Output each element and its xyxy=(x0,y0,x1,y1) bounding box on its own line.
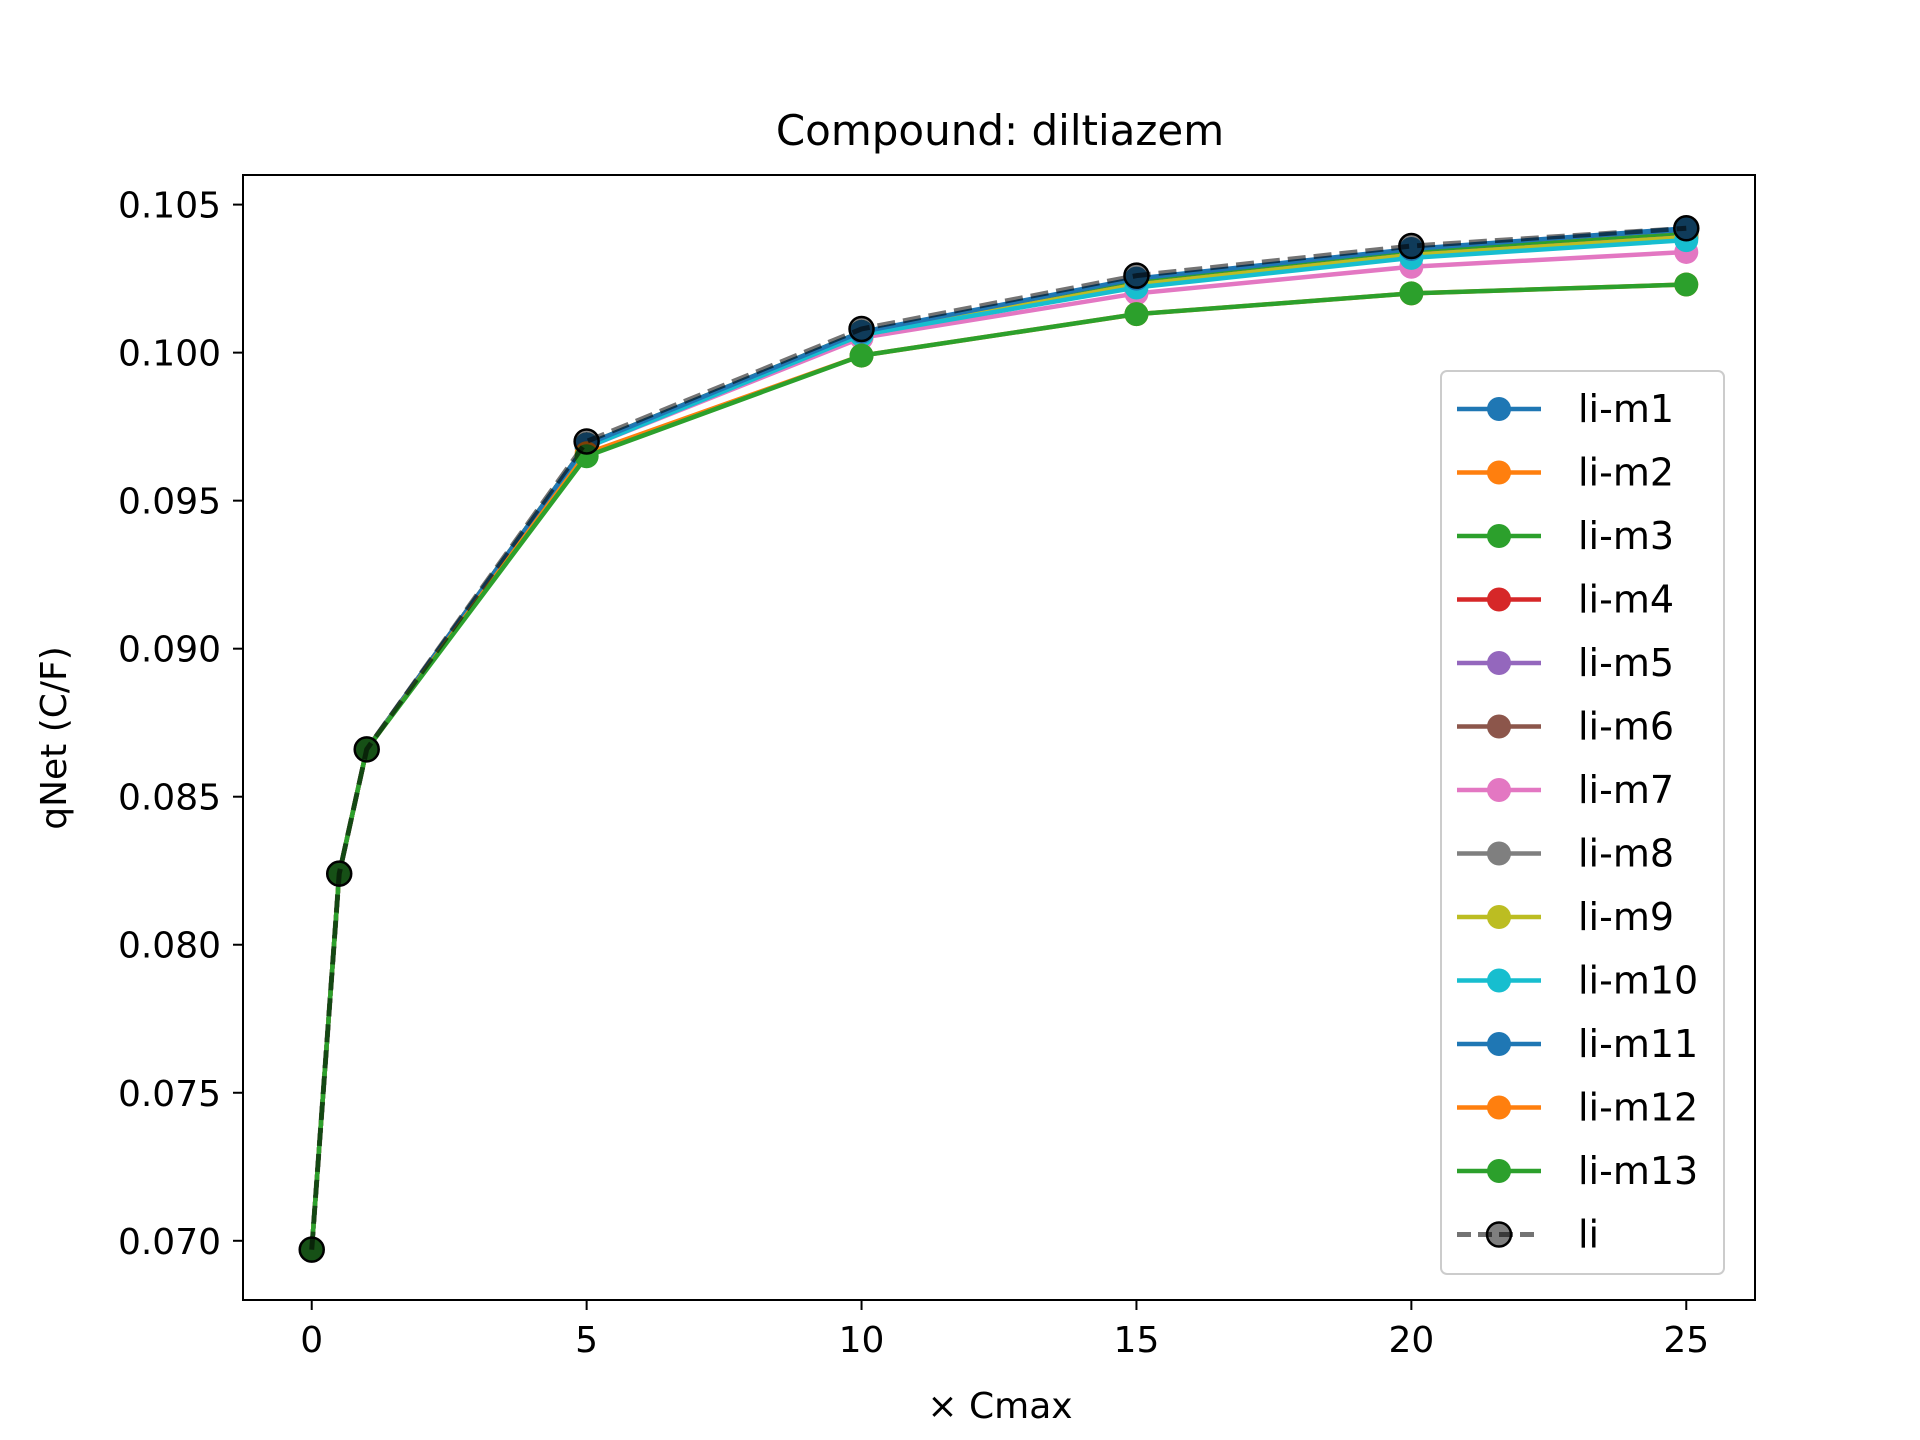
legend-marker xyxy=(1487,587,1511,612)
data-point xyxy=(849,343,874,368)
y-tick-label: 0.090 xyxy=(118,630,221,671)
legend-label: li xyxy=(1578,1213,1599,1257)
x-tick-label: 0 xyxy=(300,1320,323,1361)
plot-series-group xyxy=(298,215,1700,1263)
legend-marker xyxy=(1487,651,1511,675)
legend-marker xyxy=(1487,905,1511,929)
legend-label: li-m9 xyxy=(1578,895,1674,939)
legend-item: li-m3 xyxy=(1457,514,1674,558)
legend-label: li-m13 xyxy=(1578,1149,1698,1193)
legend-item: li-m13 xyxy=(1457,1149,1698,1193)
y-tick-label: 0.085 xyxy=(118,778,221,819)
legend-item: li-m10 xyxy=(1457,959,1698,1003)
legend-marker xyxy=(1487,714,1511,739)
y-tick-label: 0.095 xyxy=(118,482,221,523)
legend-item: li xyxy=(1457,1213,1599,1257)
series-line xyxy=(309,225,1687,1250)
legend-marker xyxy=(1487,778,1511,802)
data-point xyxy=(1124,302,1149,327)
legend-marker xyxy=(1487,968,1511,993)
legend-item: li-m5 xyxy=(1457,641,1674,685)
legend-item: li-m4 xyxy=(1457,578,1674,622)
x-axis: 0 5 10 15 20 25 xyxy=(300,1300,1709,1361)
legend-marker xyxy=(1487,460,1511,485)
y-tick-label: 0.080 xyxy=(118,926,221,967)
data-point xyxy=(298,1236,325,1263)
legend-item: li-m12 xyxy=(1457,1086,1698,1130)
legend-item: li-m11 xyxy=(1457,1022,1698,1066)
legend-marker xyxy=(1487,1095,1511,1120)
legend-label: li-m3 xyxy=(1578,514,1674,558)
legend-label: li-m6 xyxy=(1578,705,1674,749)
legend-label: li-m5 xyxy=(1578,641,1674,685)
x-tick-label: 20 xyxy=(1388,1320,1434,1361)
legend-box xyxy=(1440,370,1725,1275)
legend-label: li-m2 xyxy=(1578,451,1674,495)
legend-item: li-m2 xyxy=(1457,451,1674,495)
legend-label: li-m10 xyxy=(1578,959,1698,1003)
y-axis-label: qNet (C/F) xyxy=(34,646,75,830)
legend-item: li-m9 xyxy=(1457,895,1674,939)
y-tick-label: 0.100 xyxy=(118,334,221,375)
legend-item: li-m6 xyxy=(1457,705,1674,749)
legend-label: li-m12 xyxy=(1578,1086,1698,1130)
legend-label: li-m11 xyxy=(1578,1022,1698,1066)
legend-label: li-m1 xyxy=(1578,387,1674,431)
legend: li-m1 li-m2 li-m3 li-m4 li-m5 li-m6 li-m7 li-m8… xyxy=(1440,370,1725,1275)
data-point xyxy=(1123,262,1150,289)
legend-item: li-m8 xyxy=(1457,832,1674,876)
legend-marker xyxy=(1485,1221,1513,1248)
legend-label: li-m8 xyxy=(1578,832,1674,876)
y-tick-label: 0.070 xyxy=(118,1222,221,1263)
legend-marker xyxy=(1487,841,1511,866)
y-tick-label: 0.105 xyxy=(118,186,221,227)
legend-item: li-m7 xyxy=(1457,768,1674,812)
data-point xyxy=(1399,281,1424,306)
x-tick-label: 10 xyxy=(839,1320,885,1361)
data-point xyxy=(1398,232,1425,260)
y-tick-label: 0.075 xyxy=(118,1074,221,1115)
data-point xyxy=(573,428,600,455)
y-axis: 0.070 0.075 0.080 0.085 0.090 0.095 0.100 0.105 xyxy=(118,186,243,1263)
legend-label: li-m7 xyxy=(1578,768,1674,812)
data-point xyxy=(1674,272,1699,297)
legend-marker xyxy=(1487,1032,1511,1056)
series-li xyxy=(298,215,1700,1263)
data-point xyxy=(1673,215,1700,242)
data-point xyxy=(848,315,875,343)
legend-item: li-m1 xyxy=(1457,387,1674,431)
chart-title: Compound: diltiazem xyxy=(776,106,1224,155)
x-tick-label: 5 xyxy=(575,1320,598,1361)
x-axis-label: × Cmax xyxy=(927,1386,1072,1427)
legend-label: li-m4 xyxy=(1578,578,1674,622)
legend-marker xyxy=(1487,397,1511,421)
legend-marker xyxy=(1487,1159,1511,1183)
x-tick-label: 15 xyxy=(1114,1320,1160,1361)
x-tick-label: 25 xyxy=(1663,1320,1709,1361)
data-point xyxy=(353,736,380,763)
data-point xyxy=(325,860,353,887)
legend-marker xyxy=(1487,524,1511,548)
plot-frame xyxy=(242,174,1756,1301)
